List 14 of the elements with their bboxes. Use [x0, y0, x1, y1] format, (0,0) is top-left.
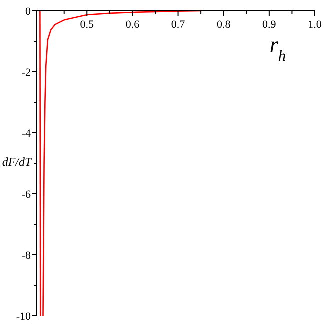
y-axis-title: dF/dT	[2, 155, 33, 169]
y-tick-label: -2	[22, 66, 31, 79]
x-tick-label: 0.7	[171, 19, 186, 31]
x-axis-title: r$_{h}$	[270, 32, 286, 64]
y-tick-label: -4	[22, 128, 32, 140]
x-tick-label: 0.8	[216, 19, 232, 31]
x-tick-label: 0.6	[126, 19, 140, 31]
y-tick-label: -6	[22, 188, 32, 201]
x-tick-label: 0.9	[262, 19, 277, 31]
x-tick-label: 1.0	[308, 19, 322, 31]
x-tick-label: 0.5	[80, 19, 95, 31]
y-tick-label: -8	[22, 250, 32, 262]
y-tick-label: 0	[26, 6, 32, 18]
y-tick-label: -10	[16, 310, 32, 323]
